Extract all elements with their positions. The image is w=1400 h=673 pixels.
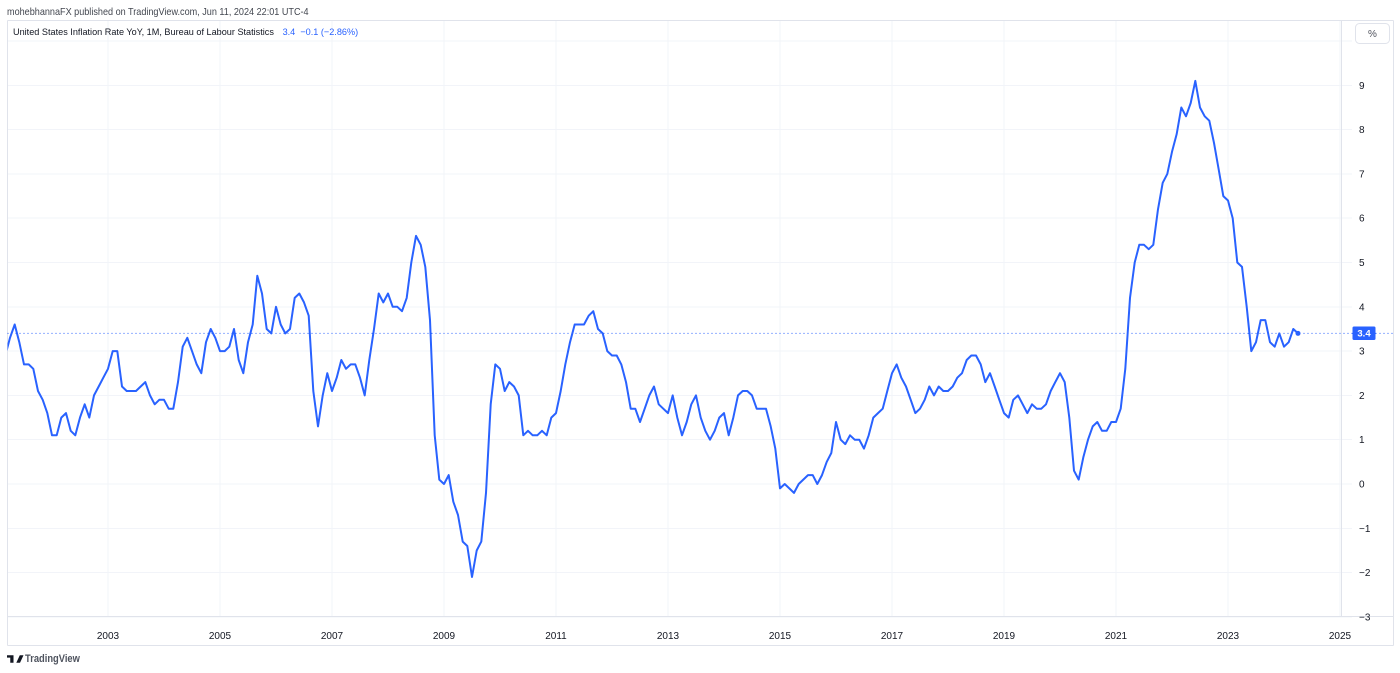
- svg-text:−2: −2: [1359, 568, 1371, 579]
- svg-text:2025: 2025: [1329, 631, 1352, 642]
- svg-text:3.4: 3.4: [1357, 329, 1371, 340]
- svg-text:2007: 2007: [321, 631, 344, 642]
- svg-text:%: %: [1368, 29, 1377, 40]
- svg-text:2019: 2019: [993, 631, 1016, 642]
- svg-text:8: 8: [1359, 125, 1365, 136]
- svg-text:6: 6: [1359, 214, 1365, 225]
- svg-text:2013: 2013: [657, 631, 680, 642]
- svg-text:−3: −3: [1359, 612, 1371, 623]
- svg-text:1: 1: [1359, 435, 1365, 446]
- svg-text:0: 0: [1359, 480, 1365, 491]
- svg-text:4: 4: [1359, 302, 1365, 313]
- svg-text:9: 9: [1359, 81, 1365, 92]
- svg-text:2021: 2021: [1105, 631, 1128, 642]
- svg-text:−1: −1: [1359, 524, 1371, 535]
- svg-text:3: 3: [1359, 347, 1365, 358]
- svg-text:5: 5: [1359, 258, 1365, 269]
- svg-text:2009: 2009: [433, 631, 456, 642]
- svg-text:2017: 2017: [881, 631, 904, 642]
- svg-text:2: 2: [1359, 391, 1365, 402]
- svg-text:2005: 2005: [209, 631, 232, 642]
- svg-text:2015: 2015: [769, 631, 792, 642]
- svg-text:2011: 2011: [545, 631, 567, 642]
- svg-text:2023: 2023: [1217, 631, 1240, 642]
- svg-text:7: 7: [1359, 169, 1365, 180]
- svg-text:2003: 2003: [97, 631, 120, 642]
